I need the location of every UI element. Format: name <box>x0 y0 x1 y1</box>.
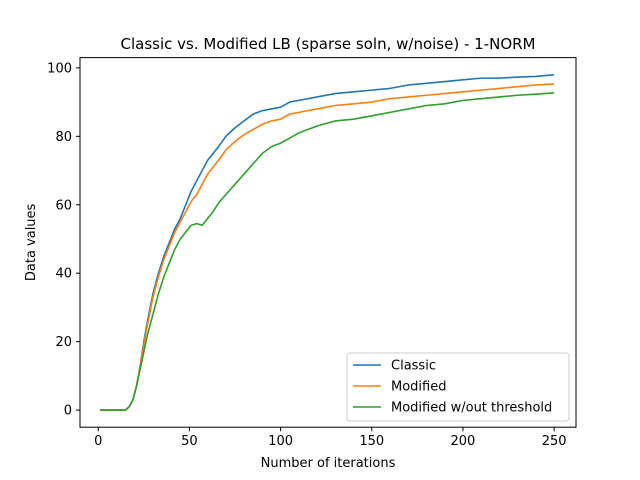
y-tick-label: 20 <box>55 335 72 350</box>
x-tick-label: 100 <box>268 434 293 449</box>
y-axis-label: Data values <box>24 203 39 281</box>
x-tick-label: 200 <box>451 434 476 449</box>
x-axis-label: Number of iterations <box>261 456 396 471</box>
y-tick-label: 80 <box>55 130 72 145</box>
series-line-2 <box>100 92 555 411</box>
y-tick-label: 60 <box>55 198 72 213</box>
legend-box <box>346 352 570 422</box>
legend-label-1: Modified <box>391 380 446 395</box>
x-tick-label: 250 <box>542 434 567 449</box>
x-tick-label: 0 <box>94 434 102 449</box>
axes-ticks: 0 50 100 150 200 250 0 20 40 60 80 100 <box>47 61 566 449</box>
plot-area <box>100 73 555 411</box>
x-tick-label: 50 <box>181 434 198 449</box>
y-tick-label: 40 <box>55 267 72 282</box>
x-tick-label: 150 <box>359 434 384 449</box>
series-line-1 <box>100 83 555 411</box>
legend-label-2: Modified w/out threshold <box>391 401 552 416</box>
legend: Classic Modified Modified w/out threshold <box>346 352 570 422</box>
legend-label-0: Classic <box>391 359 436 374</box>
y-tick-label: 0 <box>64 404 72 419</box>
axes-frame <box>79 57 577 428</box>
chart-title: Classic vs. Modified LB (sparse soln, w/… <box>121 35 536 53</box>
y-tick-label: 100 <box>47 61 72 76</box>
